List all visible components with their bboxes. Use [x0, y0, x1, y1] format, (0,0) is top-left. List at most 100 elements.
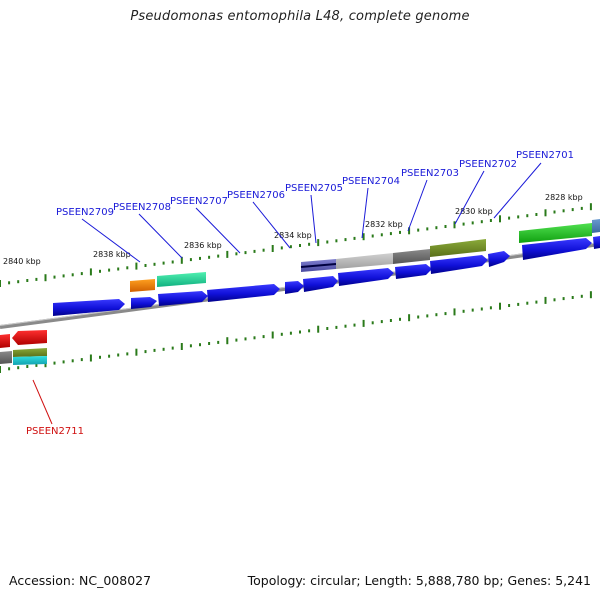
- tick-mark: [544, 296, 547, 304]
- tick-mark: [199, 343, 201, 347]
- tick-mark: [126, 266, 129, 270]
- tick-mark: [80, 358, 83, 362]
- forward-strand-features: [130, 219, 600, 292]
- label-leaders: [81, 162, 542, 263]
- gene-arrow[interactable]: [53, 299, 125, 316]
- gene-label[interactable]: PSEEN2707: [170, 196, 228, 207]
- tick-mark: [0, 280, 1, 287]
- feature-bar[interactable]: [13, 348, 47, 357]
- tick-mark: [517, 302, 520, 306]
- gene-arrow[interactable]: [12, 330, 47, 345]
- tick-mark: [380, 233, 383, 237]
- tick-mark: [535, 213, 538, 216]
- gene-label[interactable]: PSEEN2709: [56, 207, 114, 218]
- outer-tick-marks: [0, 203, 592, 287]
- gene-label[interactable]: PSEEN2708: [113, 202, 171, 213]
- tick-mark: [353, 236, 356, 240]
- tick-mark: [17, 366, 20, 370]
- feature-bar[interactable]: [430, 239, 486, 257]
- gene-arrow[interactable]: [131, 297, 157, 309]
- tick-mark: [217, 254, 220, 258]
- feature-bar-outline: [300, 263, 337, 268]
- forward-strand-genes: [53, 236, 600, 316]
- tick-mark: [235, 252, 238, 256]
- feature-bar[interactable]: [393, 249, 430, 264]
- tick-mark: [480, 220, 483, 224]
- tick-mark: [262, 248, 265, 252]
- tick-mark: [408, 314, 411, 322]
- gene-arrow[interactable]: [285, 281, 304, 294]
- gene-label[interactable]: PSEEN2706: [227, 190, 285, 201]
- tick-mark: [53, 361, 56, 365]
- tick-mark: [26, 365, 29, 368]
- tick-mark: [444, 312, 447, 316]
- tick-mark: [226, 337, 229, 345]
- tick-mark: [35, 277, 38, 281]
- tick-mark: [89, 268, 92, 276]
- gene-arrow[interactable]: [207, 284, 280, 302]
- tick-mark: [262, 335, 265, 339]
- tick-mark: [399, 317, 401, 321]
- map-title: Pseudomonas entomophila L48, complete ge…: [130, 9, 470, 24]
- tick-mark: [589, 291, 592, 299]
- gene-label[interactable]: PSEEN2701: [516, 150, 574, 161]
- tick-mark: [562, 297, 565, 301]
- tick-mark: [299, 330, 301, 334]
- tick-mark: [253, 249, 256, 253]
- tick-mark: [362, 233, 365, 241]
- tick-mark: [417, 228, 420, 232]
- tick-mark: [444, 225, 447, 228]
- tick-mark: [108, 268, 111, 272]
- tick-mark: [35, 363, 38, 367]
- tick-mark: [489, 306, 492, 310]
- feature-bar[interactable]: [130, 279, 155, 292]
- tick-mark: [317, 325, 320, 333]
- tick-mark: [53, 275, 56, 279]
- kbp-label: 2834 kbp: [274, 231, 312, 240]
- feature-bar[interactable]: [157, 272, 206, 287]
- tick-mark: [271, 331, 274, 339]
- gene-arrow[interactable]: [158, 291, 208, 306]
- gene-arrow[interactable]: [338, 268, 394, 286]
- gene-label[interactable]: PSEEN2703: [401, 168, 459, 179]
- tick-mark: [8, 281, 11, 285]
- feature-bar[interactable]: [592, 219, 600, 233]
- tick-mark: [371, 234, 374, 238]
- feature-bar[interactable]: [0, 351, 12, 364]
- tick-mark: [26, 279, 29, 282]
- gene-arrow[interactable]: [303, 276, 338, 292]
- tick-mark: [171, 260, 174, 264]
- tick-mark: [217, 340, 220, 344]
- gene-arrow[interactable]: [430, 255, 488, 274]
- tick-mark: [508, 216, 511, 220]
- kbp-label: 2830 kbp: [455, 207, 493, 216]
- tick-mark: [244, 337, 247, 341]
- gene-arrow[interactable]: [488, 251, 510, 267]
- tick-mark: [180, 343, 183, 350]
- gene-arrow[interactable]: [593, 236, 600, 249]
- tick-mark: [544, 209, 547, 217]
- tick-mark: [162, 261, 165, 265]
- tick-mark: [371, 321, 374, 325]
- tick-mark: [189, 258, 192, 262]
- genome-summary-text: Topology: circular; Length: 5,888,780 bp…: [247, 573, 591, 588]
- kbp-label: 2832 kbp: [365, 220, 403, 229]
- tick-mark: [289, 245, 292, 249]
- gene-label[interactable]: PSEEN2705: [285, 183, 343, 194]
- gene-arrow[interactable]: [395, 264, 432, 279]
- tick-mark: [489, 219, 492, 222]
- tick-mark: [399, 230, 401, 234]
- tick-mark: [99, 269, 101, 273]
- gene-label[interactable]: PSEEN2711: [26, 426, 84, 437]
- tick-mark: [317, 239, 320, 247]
- gene-label[interactable]: PSEEN2704: [342, 176, 400, 187]
- tick-mark: [562, 209, 565, 213]
- gene-arrow[interactable]: [0, 334, 10, 348]
- gene-label[interactable]: PSEEN2702: [459, 159, 517, 170]
- tick-mark: [299, 244, 301, 247]
- feature-bar[interactable]: [519, 223, 592, 243]
- tick-mark: [108, 354, 111, 358]
- gene-arrow[interactable]: [522, 238, 592, 260]
- feature-bar[interactable]: [13, 356, 47, 365]
- feature-bar[interactable]: [336, 253, 393, 269]
